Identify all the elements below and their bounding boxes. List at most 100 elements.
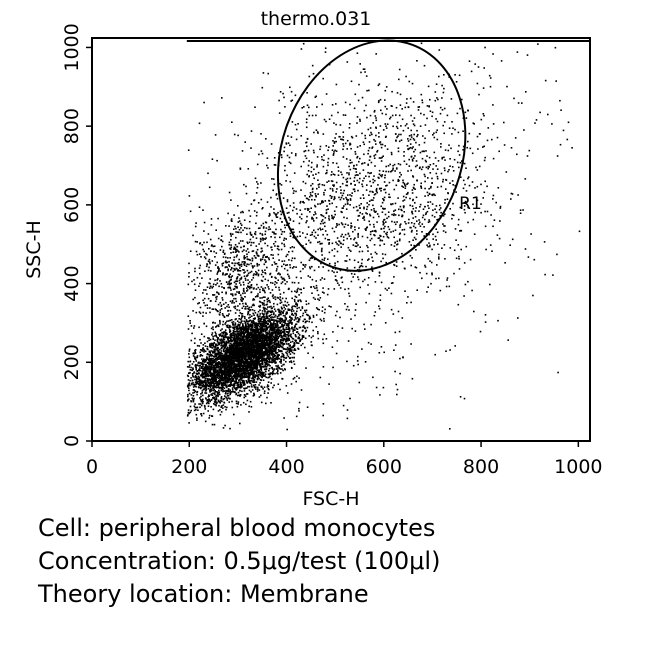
data-point <box>252 357 255 360</box>
data-point <box>288 324 290 327</box>
data-point <box>214 375 217 377</box>
data-point <box>188 350 191 352</box>
data-point <box>250 373 253 375</box>
data-point <box>266 352 269 354</box>
data-point <box>301 330 304 332</box>
data-point <box>263 386 266 388</box>
data-point <box>212 380 214 382</box>
data-point <box>198 368 200 371</box>
data-point <box>265 343 267 346</box>
data-point <box>230 326 232 328</box>
data-point <box>205 384 208 387</box>
data-point <box>227 356 230 359</box>
data-point <box>240 373 242 375</box>
data-point <box>283 332 285 334</box>
data-point <box>268 353 270 356</box>
data-point <box>271 368 274 370</box>
data-point <box>236 373 239 375</box>
data-point <box>263 366 265 368</box>
data-point <box>210 384 213 387</box>
data-point <box>203 385 205 388</box>
data-point <box>298 337 301 340</box>
data-point <box>304 330 307 333</box>
data-point <box>310 341 313 343</box>
data-point <box>259 342 261 345</box>
data-point <box>224 380 226 383</box>
data-point <box>215 365 217 368</box>
data-point <box>298 326 301 329</box>
data-point <box>265 321 267 323</box>
data-point <box>257 374 259 376</box>
data-point <box>309 317 311 319</box>
data-point <box>260 317 262 320</box>
data-point <box>273 325 275 328</box>
data-point <box>227 365 229 367</box>
data-point <box>229 379 232 381</box>
data-point <box>205 386 207 388</box>
x-tick-label: 600 <box>366 456 402 478</box>
data-point <box>274 372 276 375</box>
data-point <box>251 359 253 361</box>
data-point <box>206 372 208 374</box>
data-point <box>230 378 232 380</box>
data-point <box>236 388 238 391</box>
data-point <box>262 341 265 343</box>
data-point <box>230 391 233 393</box>
data-point <box>209 352 211 354</box>
data-point <box>251 377 253 380</box>
data-point <box>253 384 255 387</box>
data-point <box>272 313 275 316</box>
data-point <box>219 402 221 404</box>
data-point <box>196 393 198 396</box>
data-point <box>276 355 278 357</box>
data-point <box>212 350 214 353</box>
data-point <box>256 346 258 348</box>
data-point <box>228 355 230 358</box>
data-point <box>253 334 256 336</box>
data-point <box>289 335 292 337</box>
data-point <box>214 403 216 406</box>
data-point <box>207 399 210 401</box>
data-point <box>251 366 254 369</box>
data-point <box>300 300 302 303</box>
data-point <box>237 381 240 384</box>
data-point <box>221 373 223 375</box>
data-point <box>227 397 230 399</box>
data-point <box>260 318 263 321</box>
data-point <box>243 387 245 390</box>
data-point <box>212 346 215 348</box>
data-point <box>262 337 265 340</box>
data-point <box>248 352 251 354</box>
data-point <box>230 363 233 366</box>
data-point <box>297 299 299 302</box>
data-point <box>226 346 229 349</box>
data-point <box>277 328 279 330</box>
data-point <box>241 373 244 376</box>
data-point <box>192 361 195 363</box>
data-point <box>209 371 212 373</box>
data-point <box>191 363 194 365</box>
data-point <box>207 368 209 371</box>
data-point <box>258 343 260 345</box>
data-point <box>281 320 283 323</box>
data-point <box>279 361 281 363</box>
data-point <box>188 353 190 355</box>
data-point <box>200 414 203 417</box>
data-point <box>265 335 268 337</box>
data-point <box>290 321 293 324</box>
data-point <box>283 335 286 337</box>
data-point <box>211 361 213 364</box>
data-point <box>221 328 223 330</box>
data-point <box>213 367 216 369</box>
data-point <box>212 377 214 379</box>
data-point <box>273 353 275 356</box>
data-point <box>188 383 191 385</box>
data-point <box>245 367 248 369</box>
data-point <box>277 326 280 329</box>
data-point <box>196 356 199 359</box>
data-point <box>228 359 231 362</box>
data-point <box>239 328 241 330</box>
data-point <box>242 365 245 368</box>
data-point <box>250 337 253 339</box>
data-point <box>263 313 265 315</box>
